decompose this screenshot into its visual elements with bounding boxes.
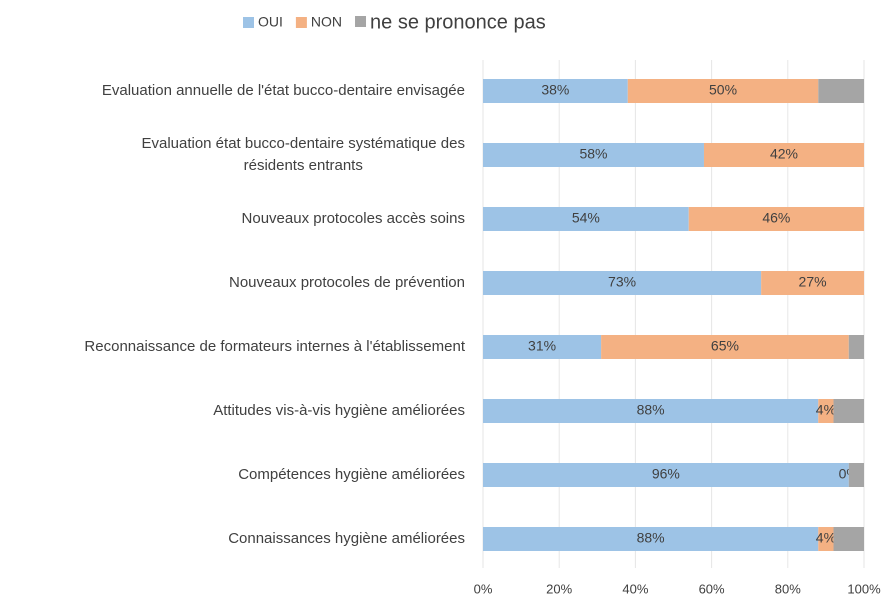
bar-segment (483, 271, 762, 295)
x-tick-label: 20% (546, 581, 572, 596)
data-label: 38% (541, 82, 569, 98)
x-tick-label: 0% (474, 581, 493, 596)
bar-segment (761, 271, 864, 295)
data-label: 73% (608, 274, 636, 290)
bar-segment (483, 79, 628, 103)
legend-swatch (243, 17, 254, 28)
bar-segment (818, 79, 864, 103)
bar-segment (601, 335, 849, 359)
bar-segment (483, 527, 819, 551)
bar-segment (833, 527, 864, 551)
bar-segment (688, 207, 864, 231)
bar-segment (627, 79, 819, 103)
data-label: 4% (816, 402, 836, 418)
data-label: 31% (528, 338, 556, 354)
category-label: Reconnaissance de formateurs internes à … (84, 338, 465, 355)
data-label: 88% (637, 530, 665, 546)
data-label: 54% (572, 210, 600, 226)
data-label: 4% (816, 530, 836, 546)
legend-label: ne se prononce pas (370, 11, 546, 33)
legend-label: OUI (258, 14, 283, 30)
bar-segment (483, 463, 849, 487)
legend-label: NON (311, 14, 342, 30)
x-tick-label: 60% (699, 581, 725, 596)
x-tick-label: 80% (775, 581, 801, 596)
category-label: Connaissances hygiène améliorées (228, 530, 465, 547)
bar-segment (848, 335, 864, 359)
bar-segment (483, 207, 689, 231)
data-label: 88% (637, 402, 665, 418)
bar-segment (483, 399, 819, 423)
data-label: 58% (579, 146, 607, 162)
data-label: 96% (652, 466, 680, 482)
data-label: 65% (711, 338, 739, 354)
data-label: 50% (709, 82, 737, 98)
category-label: Nouveaux protocoles de prévention (229, 274, 465, 291)
category-label: Evaluation annuelle de l'état bucco-dent… (101, 82, 465, 99)
legend-swatch (295, 17, 307, 28)
category-label: Compétences hygiène améliorées (238, 466, 465, 483)
x-tick-label: 100% (847, 581, 881, 596)
bar-segment (483, 143, 704, 167)
bar-segment (703, 143, 864, 167)
bar-segment (818, 399, 834, 423)
legend-swatch (355, 16, 367, 27)
bar-segment (833, 399, 864, 423)
category-label: Nouveaux protocoles accès soins (241, 210, 465, 227)
x-tick-label: 40% (622, 581, 648, 596)
bar-segment (848, 463, 864, 487)
category-label: Attitudes vis-à-vis hygiène améliorées (213, 402, 465, 419)
data-label: 42% (770, 146, 798, 162)
data-label: 27% (799, 274, 827, 290)
bar-segment (483, 335, 602, 359)
bar-segment (818, 527, 834, 551)
category-label: Evaluation état bucco-dentaire systémati… (141, 135, 465, 174)
data-label: 46% (762, 210, 790, 226)
